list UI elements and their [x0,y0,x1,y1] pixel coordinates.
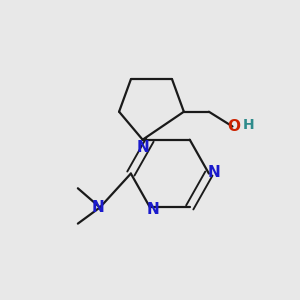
Text: N: N [91,200,104,215]
Text: N: N [147,202,159,217]
Text: N: N [136,140,149,155]
Text: O: O [227,119,240,134]
Text: H: H [243,118,254,132]
Text: N: N [208,165,220,180]
